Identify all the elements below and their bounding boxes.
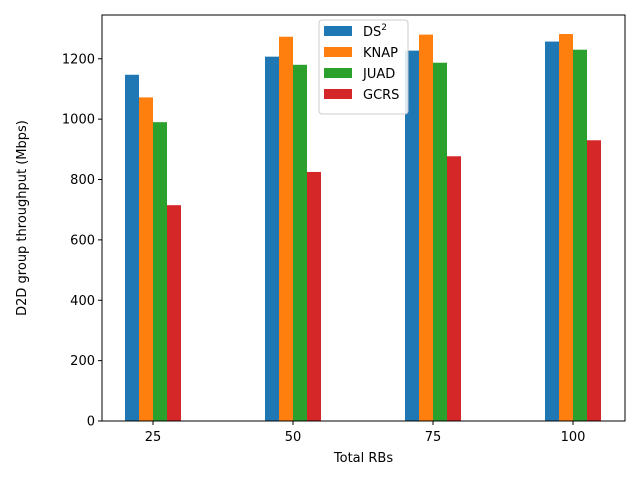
y-tick-label: 400 xyxy=(70,294,95,309)
bars-group xyxy=(125,34,601,422)
legend-swatch-knap xyxy=(324,47,352,57)
bar-gcrs-75 xyxy=(447,156,461,421)
bar-knap-25 xyxy=(139,97,153,421)
bar-ds-25 xyxy=(125,74,139,421)
legend-swatch-ds xyxy=(324,26,352,36)
legend-label-ds: DS2 xyxy=(363,23,387,40)
legend-swatch-juad xyxy=(324,68,352,78)
x-tick-label: 50 xyxy=(285,430,302,445)
bar-gcrs-50 xyxy=(307,171,321,421)
y-axis: 0 200 400 600 800 1000 1200 xyxy=(62,52,102,430)
legend-label-superscript: 2 xyxy=(381,23,387,33)
bar-gcrs-100 xyxy=(587,140,601,422)
bar-gcrs-25 xyxy=(167,205,181,421)
legend-label-juad: JUAD xyxy=(362,67,395,82)
plot-frame xyxy=(101,14,626,422)
bar-knap-100 xyxy=(559,34,573,422)
legend: DS2 KNAP JUAD GCRS xyxy=(318,19,409,115)
x-tick-label: 75 xyxy=(425,430,442,445)
y-tick-label: 200 xyxy=(70,354,95,369)
bar-knap-50 xyxy=(279,36,293,422)
bar-ds-75 xyxy=(405,50,419,422)
y-tick-label: 600 xyxy=(70,233,95,248)
bar-juad-25 xyxy=(153,122,167,421)
legend-label-gcrs: GCRS xyxy=(363,88,399,103)
legend-label-knap: KNAP xyxy=(363,46,398,61)
x-tick-label: 100 xyxy=(561,430,586,445)
bar-juad-100 xyxy=(573,49,587,422)
x-axis: 25 50 75 100 xyxy=(145,421,586,445)
x-tick-label: 25 xyxy=(145,430,162,445)
y-tick-label: 800 xyxy=(70,173,95,188)
bar-juad-75 xyxy=(433,62,447,422)
y-tick-label: 0 xyxy=(87,415,95,430)
y-axis-label: D2D group throughput (Mbps) xyxy=(15,120,30,316)
bar-ds-50 xyxy=(265,56,279,422)
legend-swatch-gcrs xyxy=(324,89,352,99)
bar-knap-75 xyxy=(419,34,433,421)
bar-ds-100 xyxy=(545,41,559,421)
y-tick-label: 1000 xyxy=(62,113,95,128)
bar-juad-50 xyxy=(293,64,307,421)
x-axis-label: Total RBs xyxy=(333,451,393,466)
axes-group xyxy=(101,14,626,422)
y-tick-label: 1200 xyxy=(62,52,95,67)
